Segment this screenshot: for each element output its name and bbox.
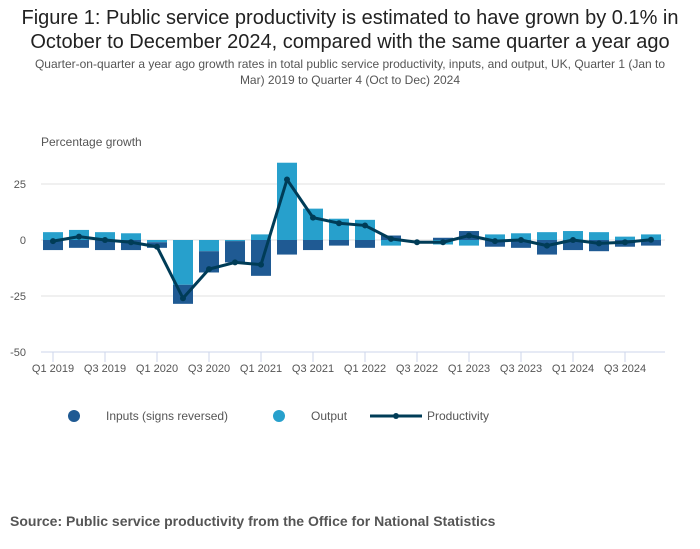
chart-title: Figure 1: Public service productivity is…	[21, 7, 679, 53]
output-bar	[537, 232, 557, 240]
productivity-point	[440, 239, 446, 246]
productivity-point	[336, 220, 342, 227]
productivity-point	[388, 235, 394, 242]
output-bar	[147, 240, 167, 243]
productivity-point	[492, 238, 498, 245]
productivity-point	[258, 261, 264, 268]
productivity-point	[310, 214, 316, 221]
x-tick-label: Q3 2019	[84, 363, 126, 375]
x-tick-label: Q1 2022	[344, 363, 386, 375]
inputs-bar	[303, 240, 323, 251]
x-tick-label: Q3 2024	[604, 363, 646, 375]
y-tick-label: 0	[20, 235, 26, 247]
output-bar	[225, 240, 245, 242]
productivity-point	[596, 240, 602, 247]
productivity-point	[622, 239, 628, 246]
inputs-bar	[641, 240, 661, 246]
x-tick-label: Q1 2023	[448, 363, 490, 375]
inputs-bar	[277, 240, 297, 255]
x-tick-label: Q1 2021	[240, 363, 282, 375]
legend-output-icon	[273, 410, 285, 422]
output-bar	[563, 231, 583, 240]
productivity-point	[544, 242, 550, 249]
x-tick-label: Q3 2022	[396, 363, 438, 375]
productivity-point	[362, 222, 368, 229]
x-tick-label: Q1 2019	[32, 363, 74, 375]
y-tick-label: -25	[10, 291, 26, 303]
y-tick-label: -50	[10, 347, 26, 359]
output-bar	[511, 233, 531, 240]
output-bar	[199, 240, 219, 252]
productivity-point	[648, 236, 654, 243]
x-tick-label: Q3 2023	[500, 363, 542, 375]
output-bar	[381, 240, 401, 246]
inputs-bar	[511, 240, 531, 248]
legend-inputs-icon	[68, 410, 80, 422]
productivity-point	[414, 239, 420, 246]
y-axis-label: Percentage growth	[41, 135, 142, 149]
output-bar	[251, 234, 271, 240]
inputs-bar	[355, 240, 375, 248]
productivity-point	[284, 176, 290, 183]
productivity-point	[180, 295, 186, 302]
output-bar	[303, 208, 323, 240]
output-bar	[459, 240, 479, 246]
productivity-point	[206, 266, 212, 273]
productivity-point	[232, 259, 238, 266]
output-bar	[121, 233, 141, 240]
inputs-bar	[69, 240, 89, 248]
productivity-point	[102, 237, 108, 243]
output-bar	[485, 234, 505, 240]
legend-productivity-marker-icon	[393, 413, 399, 419]
source-note: Source: Public service productivity from…	[10, 513, 496, 529]
inputs-bar	[225, 241, 245, 263]
productivity-point	[128, 239, 134, 246]
productivity-point	[570, 237, 576, 243]
productivity-line	[52, 178, 652, 300]
productivity-point	[50, 238, 56, 245]
output-bar	[277, 162, 297, 240]
inputs-bar	[433, 237, 453, 240]
x-tick-label: Q1 2020	[136, 363, 178, 375]
inputs-bar	[95, 240, 115, 251]
output-bar	[615, 236, 635, 240]
inputs-bar	[329, 240, 349, 246]
productivity-point	[466, 232, 472, 239]
output-bar	[43, 232, 63, 240]
chart-subtitle: Quarter-on-quarter a year ago growth rat…	[34, 57, 666, 87]
y-tick-label: 25	[14, 179, 26, 191]
x-tick-label: Q1 2024	[552, 363, 594, 375]
productivity-point	[518, 237, 524, 243]
output-bar	[589, 232, 609, 240]
inputs-bar	[43, 240, 63, 251]
output-bar	[95, 232, 115, 240]
productivity-point	[76, 233, 82, 240]
x-tick-label: Q3 2020	[188, 363, 230, 375]
legend-productivity-label: Productivity	[427, 409, 489, 423]
productivity-point	[154, 243, 160, 250]
output-bar	[173, 240, 193, 285]
x-tick-label: Q3 2021	[292, 363, 334, 375]
inputs-bar	[563, 240, 583, 251]
legend-inputs-label: Inputs (signs reversed)	[106, 409, 228, 423]
legend-output-label: Output	[311, 409, 348, 423]
